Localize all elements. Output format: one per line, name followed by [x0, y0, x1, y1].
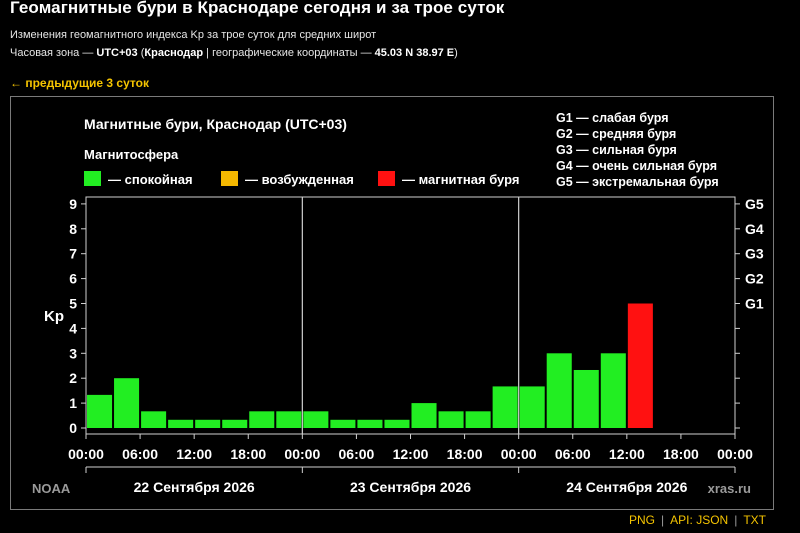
kp-bar	[492, 386, 518, 428]
y-tick-label: 0	[69, 420, 77, 436]
g-tick-label: G2	[745, 271, 764, 287]
tz-coords-label: | географические координаты —	[203, 47, 375, 59]
gscale-item-0: G1 — слабая буря	[556, 111, 669, 125]
legend-swatch-1	[221, 171, 238, 186]
gscale-item-3: G4 — очень сильная буря	[556, 159, 717, 173]
kp-bar	[519, 386, 545, 428]
y-tick-label: 2	[69, 370, 77, 386]
source-xras: xras.ru	[708, 481, 751, 496]
x-tick-label: 00:00	[68, 446, 104, 462]
g-tick-label: G3	[745, 246, 764, 262]
g-tick-label: G1	[745, 296, 764, 312]
kp-bar	[222, 419, 248, 428]
y-tick-label: 3	[69, 345, 77, 361]
y-tick-label: 1	[69, 395, 77, 411]
legend: — спокойная — возбужденная — магнитная бур…	[84, 171, 519, 187]
x-tick-label: 12:00	[176, 446, 212, 462]
chart-panel: Магнитные бури, Краснодар (UTC+03) Магни…	[10, 96, 774, 510]
x-tick-label: 06:00	[122, 446, 158, 462]
gscale-item-2: G3 — сильная буря	[556, 143, 677, 157]
kp-chart: Магнитные бури, Краснодар (UTC+03) Магни…	[32, 111, 764, 496]
png-link[interactable]: PNG	[629, 513, 656, 527]
x-tick-label: 00:00	[717, 446, 753, 462]
day-label: 24 Сентября 2026	[566, 479, 687, 495]
legend-label-2: — магнитная буря	[402, 172, 519, 187]
footer-separator: |	[734, 513, 738, 527]
kp-bar	[357, 419, 383, 428]
kp-bar	[114, 378, 140, 428]
kp-bar	[249, 411, 275, 428]
page-subtitle: Изменения геомагнитного индекса Kp за тр…	[10, 29, 377, 41]
kp-bar	[195, 419, 221, 428]
tz-value: UTC+03	[96, 47, 138, 59]
tz-coords: 45.03 N 38.97 E	[374, 47, 455, 59]
api-label: API:	[670, 513, 693, 527]
y-axis-label: Kp	[44, 308, 64, 325]
day-label: 23 Сентября 2026	[350, 479, 471, 495]
tz-city: Краснодар	[144, 47, 204, 59]
g-tick-label: G4	[745, 221, 764, 237]
x-tick-label: 12:00	[393, 446, 429, 462]
kp-bar	[384, 419, 410, 428]
kp-bar	[303, 411, 329, 428]
x-tick-label: 12:00	[609, 446, 645, 462]
kp-bar	[276, 411, 302, 428]
kp-bar	[573, 369, 599, 428]
y-tick-label: 5	[69, 296, 77, 312]
kp-bar	[411, 403, 437, 428]
x-tick-label: 18:00	[663, 446, 699, 462]
day-label: 22 Сентября 2026	[134, 479, 255, 495]
y-tick-label: 9	[69, 196, 77, 212]
x-tick-label: 00:00	[501, 446, 537, 462]
g-tick-label: G5	[745, 196, 764, 212]
kp-bar	[600, 353, 626, 428]
kp-bar	[330, 419, 356, 428]
x-tick-label: 00:00	[284, 446, 320, 462]
previous-3-days-link[interactable]: ← предыдущие 3 суток	[10, 76, 149, 90]
gscale-item-1: G2 — средняя буря	[556, 127, 676, 141]
x-tick-label: 18:00	[447, 446, 483, 462]
plot-area: 0 1 2 3 4 5 6 7 8 9 G1 G2 G3 G4 G5 00:00 06:00 12:00 18:00…	[68, 196, 764, 495]
footer-separator: |	[661, 513, 665, 527]
y-tick-label: 4	[69, 320, 77, 336]
y-tick-label: 8	[69, 221, 77, 237]
tz-prefix: Часовая зона —	[10, 47, 97, 59]
legend-swatch-0	[84, 171, 101, 186]
legend-label-1: — возбужденная	[245, 172, 354, 187]
x-tick-label: 06:00	[339, 446, 375, 462]
y-tick-label: 6	[69, 271, 77, 287]
json-link[interactable]: JSON	[696, 513, 729, 527]
legend-label-0: — спокойная	[108, 172, 193, 187]
legend-swatch-2	[378, 171, 395, 186]
storm-scale-legend: G1 — слабая буря G2 — средняя буря G3 — си…	[556, 111, 719, 189]
timezone-line: Часовая зона — UTC+03 (Краснодар | геогр…	[10, 47, 458, 59]
x-tick-label: 18:00	[230, 446, 266, 462]
kp-bar	[465, 411, 491, 428]
kp-bar	[141, 411, 167, 428]
footer-links: PNG | API: JSON | TXT	[629, 513, 766, 527]
page-title: Геомагнитные бури в Краснодаре сегодня и…	[10, 0, 505, 17]
kp-bar	[438, 411, 464, 428]
gscale-item-4: G5 — экстремальная буря	[556, 175, 719, 189]
kp-bar	[168, 419, 194, 428]
chart-title: Магнитные бури, Краснодар (UTC+03)	[84, 116, 347, 132]
kp-bar	[87, 394, 113, 428]
y-tick-label: 7	[69, 246, 77, 262]
source-noaa: NOAA	[32, 481, 71, 496]
x-tick-label: 06:00	[555, 446, 591, 462]
txt-link[interactable]: TXT	[743, 513, 766, 527]
kp-bar	[627, 303, 653, 428]
legend-title: Магнитосфера	[84, 147, 179, 162]
kp-bar	[546, 353, 572, 428]
